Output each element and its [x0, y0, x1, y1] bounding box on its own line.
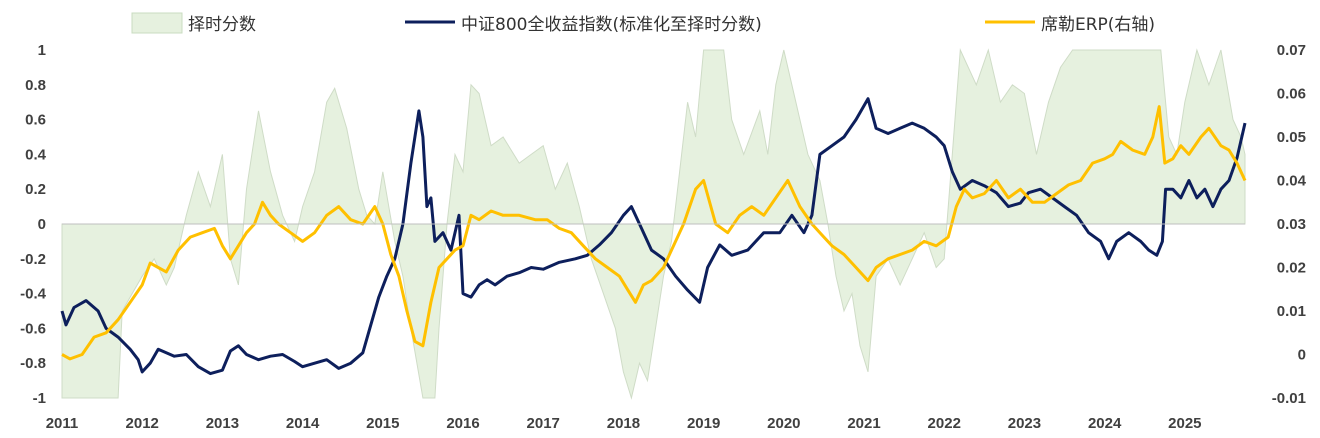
legend: 择时分数 中证800全收益指数(标准化至择时分数) 席勒ERP(右轴) — [131, 12, 1155, 35]
y-left-tick-label: 0.2 — [25, 181, 46, 198]
y-left-tick-label: 0.8 — [25, 77, 46, 94]
y-right-tick-label: 0.03 — [1277, 216, 1306, 233]
y-right-tick-label: 0 — [1298, 347, 1306, 364]
y-left-tick-label: 0.6 — [25, 112, 46, 129]
y-left-tick-label: -0.6 — [20, 320, 46, 337]
x-tick-label: 2020 — [767, 415, 800, 432]
x-tick-label: 2013 — [206, 415, 239, 432]
legend-swatch-score — [131, 12, 183, 34]
y-left-tick-label: -1 — [33, 390, 46, 407]
legend-label-csi800: 中证800全收益指数(标准化至择时分数) — [461, 15, 762, 35]
y-left-tick-label: -0.2 — [20, 251, 46, 268]
x-tick-label: 2017 — [527, 415, 560, 432]
y-right-tick-label: 0.02 — [1277, 260, 1306, 277]
y-left-tick-label: -0.4 — [20, 286, 47, 303]
y-right-tick-label: 0.04 — [1277, 173, 1307, 190]
series-line-csi800 — [60, 97, 1247, 376]
x-tick-label: 2011 — [46, 415, 79, 432]
y-right-tick-label: 0.06 — [1277, 86, 1306, 103]
y-left-tick-label: 0.4 — [25, 146, 47, 163]
x-tick-label: 2018 — [607, 415, 640, 432]
x-tick-label: 2025 — [1168, 415, 1201, 432]
x-tick-label: 2023 — [1008, 415, 1041, 432]
legend-label-erp: 席勒ERP(右轴) — [1041, 15, 1155, 35]
axes: 1 0.8 0.6 0.4 0.2 0 -0.2 -0.4 -0.6 -0.8 -1 0.07 0.06… — [20, 42, 1307, 432]
y-left-tick-label: 0 — [38, 216, 46, 233]
y-right-tick-label: 0.01 — [1277, 303, 1306, 320]
y-left-tick-label: -0.8 — [20, 355, 46, 372]
x-tick-label: 2022 — [928, 415, 961, 432]
x-tick-label: 2014 — [286, 415, 320, 432]
x-tick-label: 2015 — [366, 415, 399, 432]
x-tick-label: 2016 — [446, 415, 479, 432]
legend-label-score: 择时分数 — [188, 15, 256, 35]
x-tick-label: 2024 — [1088, 415, 1122, 432]
y-right-tick-label: -0.01 — [1272, 390, 1306, 407]
x-tick-label: 2019 — [687, 415, 720, 432]
y-left-tick-label: 1 — [38, 42, 46, 59]
y-right-tick-label: 0.07 — [1277, 42, 1306, 59]
y-right-tick-label: 0.05 — [1277, 129, 1306, 146]
x-tick-label: 2021 — [847, 415, 880, 432]
x-tick-label: 2012 — [126, 415, 159, 432]
